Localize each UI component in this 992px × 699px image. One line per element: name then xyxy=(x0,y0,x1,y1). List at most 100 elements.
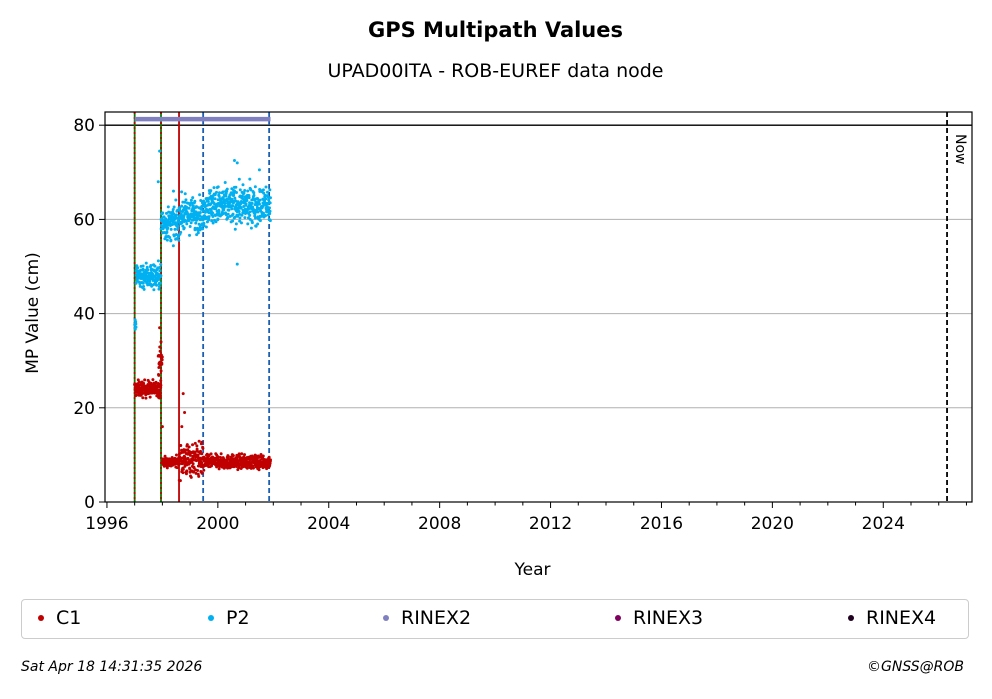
data-point xyxy=(171,207,175,211)
data-point xyxy=(183,192,187,196)
data-point xyxy=(185,469,189,473)
now-label: Now xyxy=(952,134,968,165)
data-point xyxy=(148,395,152,399)
data-point xyxy=(142,381,146,385)
x-axis-label: Year xyxy=(514,560,551,580)
y-tick-label: 20 xyxy=(73,399,95,419)
data-point xyxy=(240,194,244,198)
x-tick-label: 2024 xyxy=(862,514,905,534)
legend-item-rinex2: RINEX2 xyxy=(383,607,471,629)
data-point xyxy=(259,453,263,457)
data-point xyxy=(189,198,193,202)
data-point xyxy=(169,227,173,231)
data-point xyxy=(166,205,170,209)
data-point xyxy=(141,396,145,400)
data-point xyxy=(224,194,228,198)
data-point xyxy=(165,466,169,470)
data-point xyxy=(184,219,188,223)
data-point xyxy=(167,214,171,218)
data-point xyxy=(252,193,256,197)
legend-item-rinex3: RINEX3 xyxy=(615,607,703,629)
data-point xyxy=(159,340,163,344)
data-point xyxy=(197,474,201,478)
legend: C1 P2 RINEX2 RINEX3 RINEX4 xyxy=(21,599,969,639)
data-point xyxy=(234,199,238,203)
data-point xyxy=(185,443,189,447)
data-point xyxy=(194,221,198,225)
series-c1 xyxy=(133,326,272,483)
data-point xyxy=(211,211,215,215)
data-point xyxy=(166,226,170,230)
data-point xyxy=(236,214,240,218)
data-point xyxy=(141,391,145,395)
data-point xyxy=(235,161,239,165)
data-point xyxy=(160,425,164,429)
data-point xyxy=(250,201,254,205)
data-point xyxy=(241,183,245,187)
data-point xyxy=(213,193,217,197)
data-point xyxy=(214,220,218,224)
data-point xyxy=(223,205,227,209)
data-point xyxy=(209,189,213,193)
data-point xyxy=(178,210,182,214)
axes xyxy=(104,111,973,503)
data-point xyxy=(232,159,236,163)
data-point xyxy=(195,459,199,463)
data-point xyxy=(184,460,188,464)
data-point xyxy=(164,225,168,229)
data-point xyxy=(177,238,181,242)
data-point xyxy=(179,230,183,234)
data-point xyxy=(261,188,265,192)
data-point xyxy=(197,439,201,443)
data-point xyxy=(226,212,230,216)
legend-marker xyxy=(208,615,214,621)
legend-label: RINEX2 xyxy=(401,607,472,629)
data-point xyxy=(251,466,255,470)
data-point xyxy=(160,362,164,366)
data-point xyxy=(142,284,146,288)
data-point xyxy=(175,213,179,217)
data-point xyxy=(229,191,233,195)
data-point xyxy=(231,219,235,223)
x-tick-label: 1996 xyxy=(85,514,128,534)
data-point xyxy=(183,200,187,204)
data-point xyxy=(234,222,238,226)
data-point xyxy=(161,211,165,215)
data-point xyxy=(217,194,221,198)
data-point xyxy=(187,206,191,210)
data-point xyxy=(258,198,262,202)
data-point xyxy=(200,471,204,475)
data-point xyxy=(223,181,227,185)
data-point xyxy=(258,219,262,223)
data-point xyxy=(211,215,215,219)
data-point xyxy=(213,197,217,201)
data-point xyxy=(202,224,206,228)
data-point xyxy=(242,191,246,195)
data-point xyxy=(158,266,162,270)
timestamp: Sat Apr 18 14:31:35 2026 xyxy=(21,659,203,675)
data-point xyxy=(239,206,243,210)
data-point xyxy=(173,227,177,231)
data-point xyxy=(136,266,140,270)
data-point xyxy=(249,188,253,192)
data-point xyxy=(158,281,162,285)
legend-item-rinex4: RINEX4 xyxy=(848,607,936,629)
data-point xyxy=(252,191,256,195)
data-point xyxy=(181,392,185,396)
data-point xyxy=(249,226,253,230)
data-point xyxy=(250,221,254,225)
data-point xyxy=(206,199,210,203)
data-point xyxy=(199,449,203,453)
data-point xyxy=(158,345,162,349)
data-point xyxy=(237,452,241,456)
data-point xyxy=(179,212,183,216)
data-point xyxy=(238,188,242,192)
legend-marker xyxy=(38,615,44,621)
data-point xyxy=(268,219,272,223)
data-point xyxy=(226,466,230,470)
data-point xyxy=(187,445,191,449)
data-point xyxy=(196,453,200,457)
data-point xyxy=(184,448,188,452)
x-tick-label: 2008 xyxy=(418,514,461,534)
data-point xyxy=(154,380,158,384)
